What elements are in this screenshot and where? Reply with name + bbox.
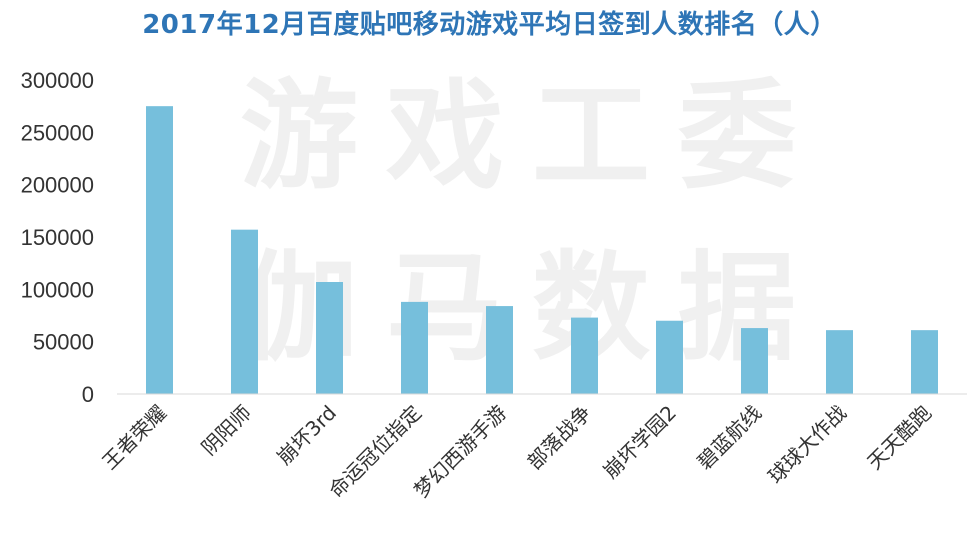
bar (486, 306, 513, 394)
x-tick-label: 梦幻西游手游 (409, 401, 511, 503)
x-tick-label: 阴阳师 (197, 401, 256, 460)
bar (911, 330, 938, 394)
y-tick-label: 150000 (21, 225, 94, 250)
x-tick-label: 碧蓝航线 (692, 401, 766, 475)
x-tick-label: 崩坏3rd (272, 401, 341, 470)
y-tick-label: 0 (82, 382, 94, 407)
bar (231, 229, 258, 394)
y-tick-label: 200000 (21, 173, 94, 198)
y-tick-label: 50000 (33, 330, 94, 355)
y-axis: 0 50000 100000 150000 200000 250000 300000 (21, 68, 94, 407)
x-tick-label: 球球大作战 (763, 401, 851, 489)
bar (826, 330, 853, 394)
y-tick-label: 300000 (21, 68, 94, 93)
bar (741, 328, 768, 394)
x-tick-label: 天天酷跑 (862, 401, 936, 475)
bar (146, 106, 173, 395)
y-tick-label: 250000 (21, 120, 94, 145)
bar (316, 282, 343, 394)
bar (656, 320, 683, 394)
x-tick-label: 崩坏学园2 (598, 401, 681, 484)
y-tick-label: 100000 (21, 277, 94, 302)
bar (571, 317, 598, 394)
bars (146, 106, 938, 395)
bar (401, 301, 428, 394)
x-tick-label: 王者荣耀 (97, 401, 171, 475)
x-tick-label: 部落战争 (522, 401, 596, 475)
chart-title: 2017年12月百度贴吧移动游戏平均日签到人数排名（人） (142, 10, 837, 40)
